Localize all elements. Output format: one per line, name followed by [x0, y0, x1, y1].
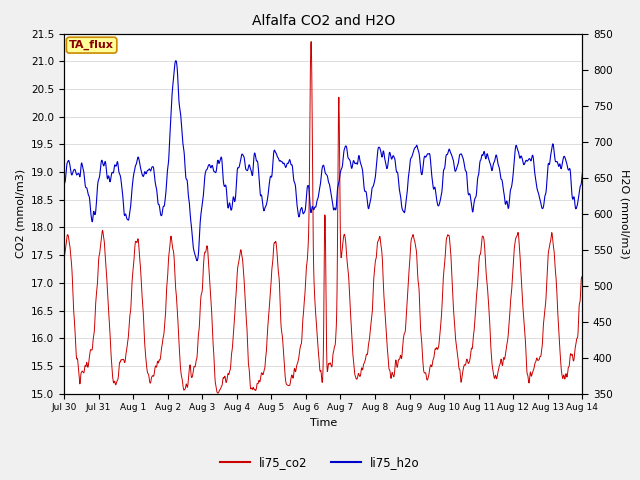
- li75_h2o: [607, 205, 614, 211]
- li75_h2o: [472, 195, 479, 201]
- li75_h2o: [327, 188, 335, 193]
- li75_co2: [147, 380, 154, 386]
- X-axis label: Time: Time: [310, 418, 337, 428]
- Y-axis label: H2O (mmol/m3): H2O (mmol/m3): [620, 169, 629, 258]
- Text: TA_flux: TA_flux: [69, 40, 114, 50]
- Y-axis label: CO2 (mmol/m3): CO2 (mmol/m3): [15, 169, 26, 258]
- li75_co2: [327, 361, 335, 367]
- li75_co2: [316, 368, 324, 374]
- Legend: li75_co2, li75_h2o: li75_co2, li75_h2o: [216, 452, 424, 474]
- li75_co2: [60, 253, 68, 259]
- li75_co2: [607, 351, 614, 357]
- li75_co2: [613, 266, 621, 272]
- li75_h2o: [613, 175, 621, 181]
- li75_h2o: [193, 258, 201, 264]
- Line: li75_h2o: li75_h2o: [64, 61, 617, 261]
- Title: Alfalfa CO2 and H2O: Alfalfa CO2 and H2O: [252, 14, 395, 28]
- li75_h2o: [552, 159, 560, 165]
- li75_h2o: [172, 58, 180, 64]
- Line: li75_co2: li75_co2: [64, 42, 617, 393]
- li75_h2o: [147, 168, 154, 174]
- li75_co2: [552, 281, 560, 287]
- li75_co2: [307, 39, 315, 45]
- li75_h2o: [60, 180, 68, 186]
- li75_h2o: [316, 183, 324, 189]
- li75_co2: [214, 390, 221, 396]
- li75_co2: [472, 311, 479, 317]
